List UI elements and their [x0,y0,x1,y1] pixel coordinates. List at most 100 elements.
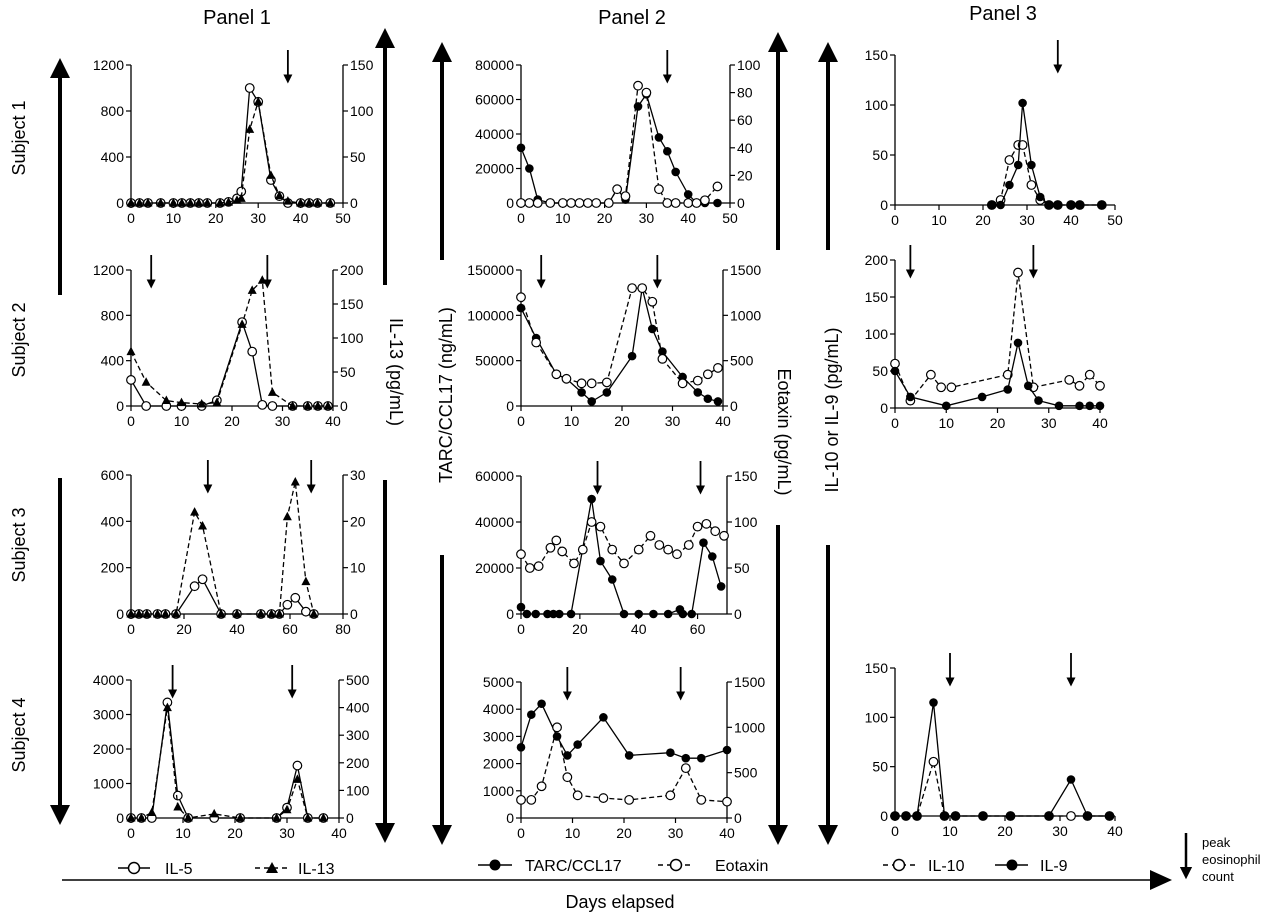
series-line-il-9-s2p3 [894,342,1100,407]
y-tick-label-right-s1p1: 100 [350,103,374,119]
p1-right-axis-title: IL-13 (pg/mL) [386,318,406,426]
y-tick-label-left-s2p3: 100 [865,326,889,342]
data-point-tarc-ccl17-s2p2 [587,397,596,406]
y-tick-label-left-s2p1: 1200 [93,262,124,278]
data-point-il-13-s4p1 [282,804,292,814]
plot-s4p3: 0 10 20 30 40 0 50 100 150 [865,653,1123,839]
x-tick-label-s2p1: 0 [127,413,135,429]
data-point-il-9-s4p3 [929,698,938,707]
y-tick-label-right-s4p1: 100 [346,782,370,798]
y-tick-label-right-s3p2: 150 [734,468,758,484]
y-tick-label-right-s1p2: 0 [737,195,745,211]
data-point-eotaxin-s3p2 [545,542,556,553]
peak-note-line1: peak [1202,835,1231,850]
y-tick-label-right-s2p1: 100 [340,330,364,346]
y-tick-label-left-s4p3: 0 [880,808,888,824]
y-tick-label-left-s1p1: 1200 [93,57,124,73]
y-tick-label-right-s1p1: 50 [350,149,366,165]
data-point-il-5-s4p1 [172,790,183,801]
panel-3-title: Panel 3 [969,3,1037,25]
data-point-eotaxin-s1p2 [574,198,585,208]
legend-il5: IL-5 [118,861,193,878]
y-tick-label-left-s2p2: 100000 [467,307,514,323]
data-point-il-13-s3p1 [274,609,284,618]
legend: IL-5 IL-13 TARC/CCL17 Eotaxin IL-10 IL-9 [118,858,1068,878]
data-point-il-13-s1p1 [313,198,323,207]
data-point-il-13-s1p1 [325,198,335,207]
data-point-il-13-s4p1 [147,807,157,816]
data-point-tarc-ccl17-s3p2 [649,609,658,619]
data-point-tarc-ccl17-s2p2 [627,351,637,361]
y-tick-label-left-s2p3: 0 [880,400,888,416]
data-point-il-13-s1p1 [143,198,153,207]
y-tick-label-right-s2p1: 50 [340,364,356,380]
data-point-il-10-s2p3 [1074,380,1085,391]
y-tick-label-left-s1p2: 40000 [475,126,514,142]
x-tick-label-s1p1: 0 [127,210,135,226]
x-tick-label-s4p2: 0 [517,825,525,841]
y-tick-label-left-s4p2: 5000 [483,674,514,690]
x-tick-label-s1p3: 40 [1063,212,1079,228]
y-tick-label-left-s3p2: 20000 [475,560,514,576]
data-point-tarc-ccl17-s3p2 [587,494,596,504]
y-tick-label-right-s4p1: 300 [346,727,370,743]
y-tick-label-left-s1p3: 50 [872,147,888,163]
data-point-il-13-s3p1 [266,609,276,618]
data-point-il-9-s1p3 [1097,200,1107,210]
y-tick-label-left-s2p2: 50000 [475,353,514,369]
data-point-tarc-ccl17-s4p2 [537,699,546,709]
legend-eotaxin: Eotaxin [658,858,768,875]
data-point-il-9-s4p3 [940,811,949,821]
data-point-il-13-s4p1 [209,808,219,818]
x-tick-label-s3p1: 0 [127,621,135,637]
data-point-eotaxin-s1p2 [545,198,556,208]
data-point-il-9-s2p3 [1054,401,1064,411]
data-point-tarc-ccl17-s3p2 [707,552,717,561]
x-tick-label-s1p2: 10 [555,210,571,226]
x-tick-label-s3p2: 20 [572,621,588,637]
data-point-tarc-ccl17-s3p2 [566,609,576,619]
data-point-il-9-s4p3 [978,811,988,821]
data-point-tarc-ccl17-s3p2 [607,575,617,584]
data-point-il-13-s2p1 [177,397,186,407]
y-tick-label-left-s1p3: 0 [880,197,888,213]
x-tick-label-s1p1: 50 [335,210,351,226]
data-point-eotaxin-s4p2 [696,794,707,805]
data-point-eotaxin-s3p2 [595,521,606,532]
data-point-il-10-s1p3 [1004,155,1015,165]
data-point-il-9-s1p3 [1035,192,1045,202]
data-point-il-9-s2p3 [977,392,987,402]
y-tick-label-left-s4p3: 100 [865,709,889,725]
legend-tarc: TARC/CCL17 [478,858,622,875]
data-point-tarc-ccl17-s2p2 [693,388,703,397]
data-point-il-5-s2p1 [267,401,278,411]
data-point-eotaxin-s1p2 [532,198,543,208]
data-point-eotaxin-s4p2 [722,796,732,807]
data-point-tarc-ccl17-s3p2 [687,609,696,619]
x-tick-label-s3p1: 80 [335,621,351,637]
y-tick-label-left-s1p2: 20000 [475,161,514,177]
subject-3-label: Subject 3 [9,507,29,582]
data-point-eotaxin-s1p2 [591,198,602,208]
data-point-il-9-s4p3 [951,811,960,821]
data-point-eotaxin-s3p2 [577,544,588,555]
x-tick-label-s3p1: 60 [282,621,298,637]
data-point-eotaxin-s2p2 [702,369,713,380]
y-tick-label-left-s1p1: 400 [101,149,125,165]
x-tick-label-s2p3: 20 [990,415,1006,431]
plot-s1p3: 0 10 20 30 40 50 0 50 100 150 [865,40,1123,228]
data-point-tarc-ccl17-s4p2 [573,740,582,749]
data-point-il-13-s2p1 [313,401,323,410]
data-point-il-9-s1p3 [1044,200,1054,210]
data-point-il-10-s4p3 [928,756,939,767]
data-point-tarc-ccl17-s2p2 [703,394,713,404]
y-tick-label-right-s2p2: 500 [730,353,754,369]
data-point-eotaxin-s3p2 [701,518,712,529]
data-point-il-9-s2p3 [1034,396,1043,405]
data-point-il-13-s3p1 [290,476,300,486]
x-tick-label-s4p2: 30 [668,825,684,841]
time-axis-arrowhead [1150,870,1172,890]
data-point-tarc-ccl17-s4p2 [681,753,691,763]
data-point-tarc-ccl17-s3p2 [549,609,558,619]
